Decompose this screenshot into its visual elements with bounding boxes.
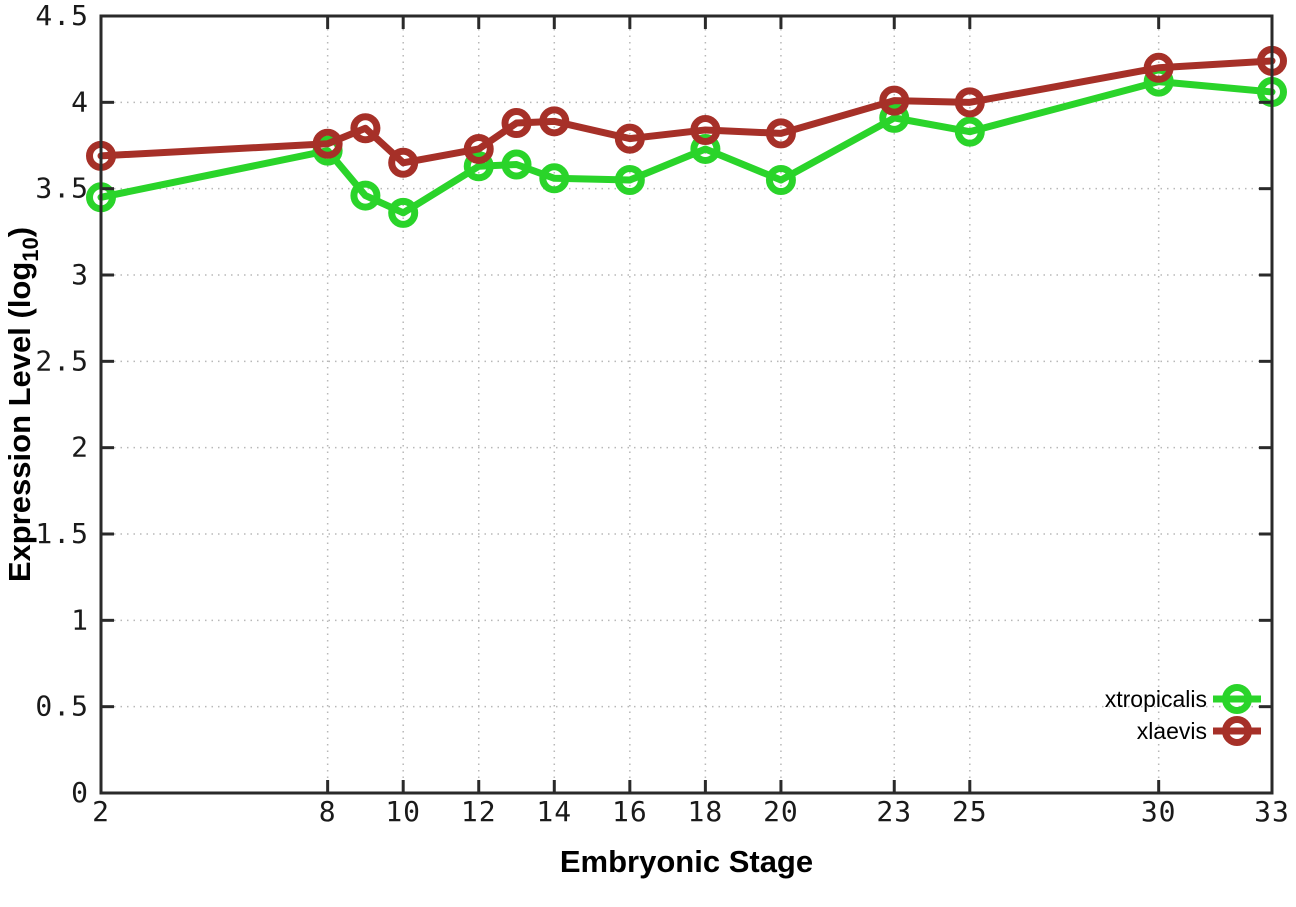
x-tick-label: 23	[876, 795, 912, 828]
data-point-marker-xlaevis	[765, 118, 796, 149]
plot-border	[99, 14, 1274, 795]
data-point-marker-xtropicalis	[350, 180, 381, 211]
y-tick-label: 1.5	[35, 517, 89, 550]
x-tick-label: 12	[461, 795, 497, 828]
y-tick-label: 0.5	[35, 690, 89, 723]
x-tick-label: 8	[319, 795, 337, 828]
data-point-marker-xtropicalis	[501, 149, 532, 180]
y-tick-label: 2	[71, 431, 89, 464]
x-axis-title: Embryonic Stage	[560, 844, 813, 879]
data-point-marker-xlaevis	[690, 114, 721, 145]
data-point-marker-xlaevis	[388, 147, 419, 178]
legend-label-xtropicalis: xtropicalis	[1105, 686, 1207, 712]
data-point-marker-xlaevis	[312, 128, 343, 159]
x-tick-label: 18	[688, 795, 724, 828]
x-tick-label: 2	[92, 795, 110, 828]
data-point-marker-xlaevis	[501, 108, 532, 139]
data-point-marker-xlaevis	[539, 106, 570, 137]
data-point-marker-xlaevis	[954, 87, 985, 118]
series-line-xlaevis	[97, 57, 1276, 167]
data-point-marker-xtropicalis	[690, 133, 721, 164]
data-point-marker-xtropicalis	[388, 197, 419, 228]
x-tick-label: 33	[1254, 795, 1290, 828]
data-point-marker-xtropicalis	[879, 102, 910, 133]
x-tick-label: 14	[536, 795, 572, 828]
data-point-marker-xtropicalis	[614, 165, 645, 196]
y-tick-label: 3	[71, 258, 89, 291]
legend-label-xlaevis: xlaevis	[1137, 718, 1207, 744]
x-tick-label: 20	[763, 795, 799, 828]
x-tick-label: 10	[385, 795, 421, 828]
y-tick-label: 3.5	[35, 172, 89, 205]
y-tick-label: 2.5	[35, 344, 89, 377]
legend-sample-marker-xtropicalis	[1222, 684, 1252, 714]
legend-sample-marker-xlaevis	[1222, 716, 1252, 746]
data-point-marker-xlaevis	[879, 85, 910, 116]
y-axis-title: Expression Level (log10)	[2, 227, 43, 582]
x-tick-label: 30	[1141, 795, 1177, 828]
data-point-marker-xlaevis	[350, 113, 381, 144]
data-point-marker-xtropicalis	[539, 163, 570, 194]
data-point-marker-xtropicalis	[765, 165, 796, 196]
data-point-marker-xlaevis	[614, 123, 645, 154]
data-point-marker-xlaevis	[463, 133, 494, 164]
x-tick-label: 25	[952, 795, 988, 828]
data-point-marker-xtropicalis	[954, 116, 985, 147]
y-tick-label: 4.5	[35, 0, 89, 32]
y-tick-label: 0	[71, 776, 89, 809]
data-point-marker-xlaevis	[1143, 52, 1174, 83]
y-tick-label: 1	[71, 603, 89, 636]
x-tick-label: 16	[612, 795, 648, 828]
y-tick-label: 4	[71, 85, 89, 118]
data-point-marker-xtropicalis	[463, 151, 494, 182]
